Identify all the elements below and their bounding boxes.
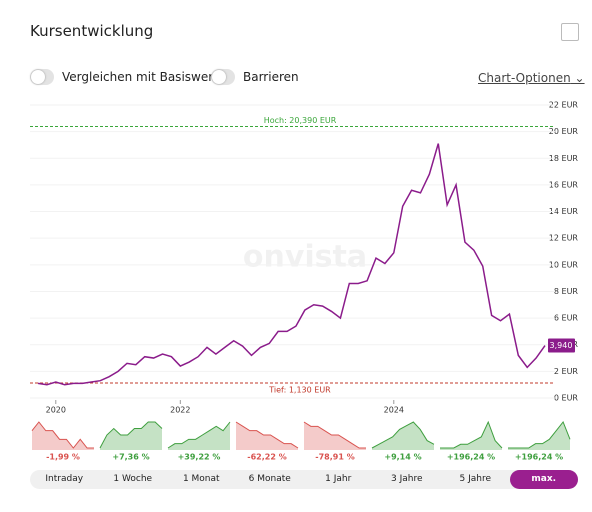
- y-tick-label: 20 EUR: [549, 127, 579, 136]
- y-tick-label: 6 EUR: [554, 314, 579, 323]
- sparkline-area: [236, 422, 298, 450]
- tab[interactable]: max.: [509, 470, 578, 489]
- tab[interactable]: 1 Woche: [113, 474, 153, 484]
- y-tick-label: 18 EUR: [549, 154, 579, 163]
- sparkline-change: +39,22 %: [178, 453, 221, 462]
- sparkline: [508, 421, 571, 449]
- tab[interactable]: Intraday: [45, 474, 84, 484]
- tab[interactable]: 5 Jahre: [459, 474, 492, 484]
- sparkline: [303, 421, 366, 449]
- toggle[interactable]: Vergleichen mit Basiswert: [30, 69, 218, 85]
- sparkline-area: [508, 422, 570, 450]
- sparkline-area: [372, 422, 434, 450]
- sparkline-change: -78,91 %: [315, 453, 354, 462]
- y-tick-label: 14 EUR: [549, 207, 579, 216]
- y-tick-label: 0 EUR: [554, 394, 579, 403]
- last-value-box: [548, 338, 575, 353]
- tab-bar: Intraday 1 Woche 1 Monat 6 Monate 1 Jahr 3 Ja…: [30, 470, 578, 489]
- sparkline: [440, 420, 503, 449]
- reference-label: Hoch: 20,390 EUR: [264, 116, 337, 125]
- expand-button[interactable]: [561, 23, 579, 41]
- sparkline-change: +7,36 %: [112, 453, 149, 462]
- reference-label: Tief: 1,130 EUR: [268, 385, 331, 394]
- tab[interactable]: 3 Jahre: [391, 474, 423, 484]
- y-tick-label: 22 EUR: [549, 101, 579, 110]
- y-tick-label: 2 EUR: [554, 367, 579, 376]
- tab[interactable]: 1 Jahr: [325, 474, 352, 484]
- x-tick-label: 2020: [46, 406, 66, 415]
- sparkline: [99, 421, 163, 449]
- sparkline-change: -1,99 %: [46, 453, 80, 462]
- sparkline: [31, 421, 94, 449]
- sparkline: [371, 421, 435, 449]
- sparkline-change: +9,14 %: [384, 453, 421, 462]
- x-tick-label: 2024: [384, 406, 404, 415]
- tab[interactable]: 1 Monat: [182, 474, 220, 484]
- title: Kursentwicklung: [30, 22, 154, 40]
- y-tick-label: 16 EUR: [549, 180, 579, 189]
- y-tick-label: 10 EUR: [549, 260, 579, 269]
- sparkline: [167, 421, 231, 449]
- toggle-label: Barrieren: [243, 70, 299, 84]
- toggle-label: Vergleichen mit Basiswert: [62, 70, 218, 84]
- sparkline-area: [100, 422, 162, 450]
- chart-options-label: Chart-Optionen: [478, 71, 571, 85]
- sparkline-area: [32, 422, 94, 450]
- y-tick-label: 8 EUR: [554, 287, 579, 296]
- last-value-label: 3,940: [550, 341, 573, 350]
- sparkline-change: +196,24 %: [447, 453, 495, 462]
- y-tick-label: 12 EUR: [549, 234, 579, 243]
- sparkline-change: +196,24 %: [515, 453, 563, 462]
- sparkline-area: [440, 422, 502, 450]
- sparkline-area: [168, 422, 230, 450]
- x-tick-label: 2022: [170, 406, 190, 415]
- sparkline: [235, 421, 299, 449]
- watermark: onvista: [243, 240, 367, 275]
- toggle[interactable]: Barrieren: [211, 69, 299, 85]
- tab[interactable]: 6 Monate: [248, 474, 291, 484]
- chart-options[interactable]: Chart-Optionen ⌄: [478, 71, 585, 85]
- price-line: [37, 143, 546, 386]
- sparkline-change: -62,22 %: [247, 453, 286, 462]
